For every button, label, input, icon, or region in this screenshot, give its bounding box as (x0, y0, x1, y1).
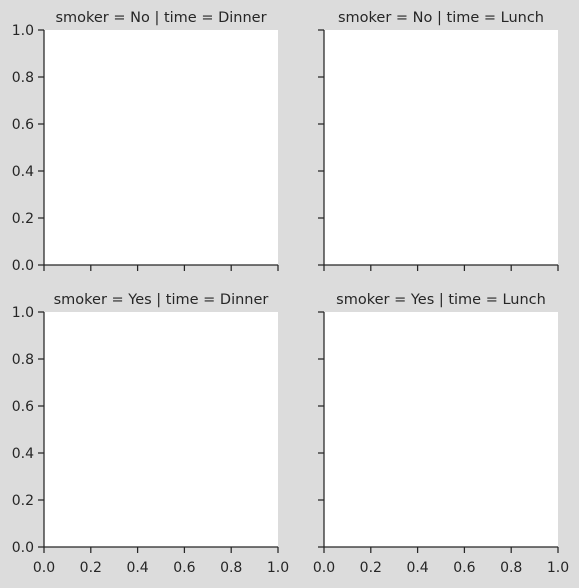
facet-panel-3: 0.0 0.2 0.4 0.6 0.8 1.0 0.0 0.2 0.4 0.6 0.8 1.0 smok… (12, 292, 289, 576)
facet-title: smoker = Yes | time = Dinner (54, 292, 269, 308)
plot-area (324, 312, 558, 547)
x-tick-label: 0.8 (220, 560, 242, 576)
x-tick-label: 0.6 (453, 560, 475, 576)
x-tick-label: 0.2 (80, 560, 102, 576)
x-tick-label: 1.0 (547, 560, 569, 576)
y-tick-label: 1.0 (12, 23, 34, 39)
plot-area (44, 312, 278, 547)
y-tick-label: 0.8 (12, 70, 34, 86)
x-tick-label: 1.0 (267, 560, 289, 576)
x-tick-label: 0.0 (313, 560, 335, 576)
x-tick-label: 0.4 (126, 560, 148, 576)
y-tick-label: 0.8 (12, 352, 34, 368)
y-tick-label: 0.2 (12, 211, 34, 227)
x-tick-label: 0.4 (406, 560, 428, 576)
y-tick-label: 0.2 (12, 493, 34, 509)
y-tick-label: 0.4 (12, 446, 34, 462)
plot-area (44, 30, 278, 265)
x-tick-label: 0.2 (360, 560, 382, 576)
facet-title: smoker = No | time = Lunch (338, 10, 544, 26)
plot-area (324, 30, 558, 265)
y-tick-label: 0.6 (12, 117, 34, 133)
facet-panel-2: smoker = No | time = Lunch (318, 10, 559, 271)
x-tick-label: 0.0 (33, 560, 55, 576)
y-tick-label: 0.0 (12, 540, 34, 556)
x-tick-label: 0.8 (500, 560, 522, 576)
y-tick-label: 1.0 (12, 305, 34, 321)
y-tick-label: 0.6 (12, 399, 34, 415)
facet-title: smoker = Yes | time = Lunch (336, 292, 546, 308)
facet-title: smoker = No | time = Dinner (55, 10, 266, 26)
y-tick-label: 0.0 (12, 258, 34, 274)
y-tick-label: 0.4 (12, 164, 34, 180)
x-tick-label: 0.6 (173, 560, 195, 576)
facet-panel-4: 0.0 0.2 0.4 0.6 0.8 1.0 smoker = Yes | time = … (313, 292, 569, 576)
facet-panel-1: 0.0 0.2 0.4 0.6 0.8 1.0 smoker = No | time = D… (12, 10, 279, 274)
